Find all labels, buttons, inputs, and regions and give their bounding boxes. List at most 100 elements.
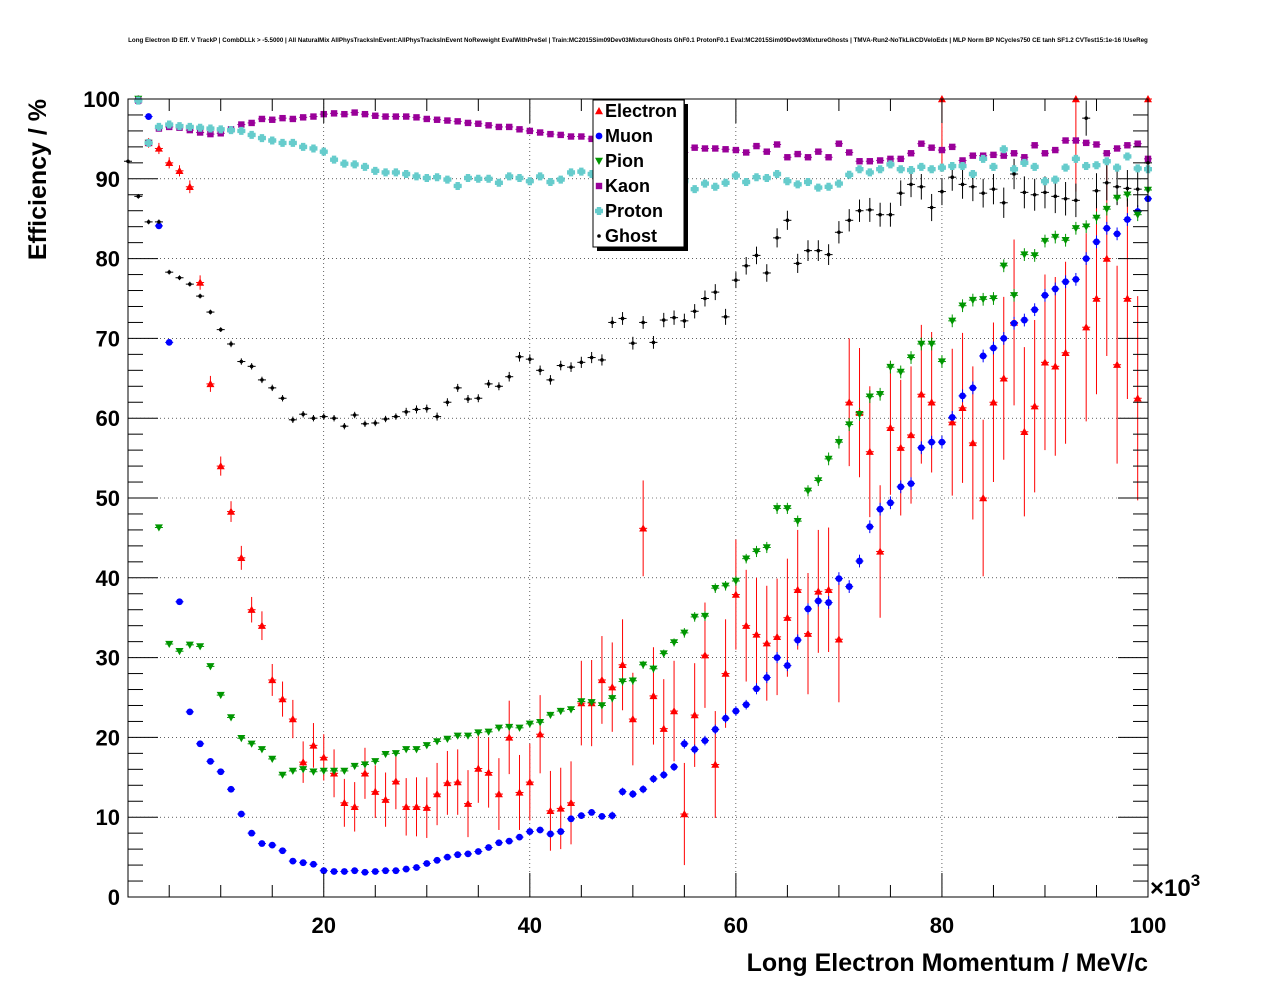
kaon-point bbox=[753, 142, 760, 150]
pion-point bbox=[937, 358, 946, 366]
ghost-point bbox=[1012, 172, 1016, 176]
kaon-point bbox=[794, 150, 801, 158]
muon-point bbox=[320, 867, 328, 875]
ghost-point bbox=[208, 310, 213, 314]
muon-point bbox=[165, 338, 173, 346]
x-tick-label: 80 bbox=[930, 913, 954, 938]
muon-point bbox=[928, 438, 936, 446]
ghost-point bbox=[1053, 194, 1058, 199]
electron-point bbox=[845, 398, 854, 406]
kaon-point bbox=[196, 129, 204, 136]
electron-point bbox=[834, 635, 843, 643]
kaon-point bbox=[289, 115, 297, 123]
pion-point bbox=[422, 742, 431, 750]
muon-point bbox=[753, 685, 760, 693]
pion-point bbox=[268, 755, 277, 763]
pion-point bbox=[247, 740, 256, 748]
electron-point bbox=[381, 795, 390, 803]
ghost-point bbox=[404, 410, 408, 414]
electron-point bbox=[402, 802, 411, 811]
muon-point bbox=[433, 856, 441, 864]
pion-point bbox=[917, 340, 926, 348]
proton-point bbox=[381, 168, 390, 177]
muon-point bbox=[588, 809, 596, 816]
legend-box bbox=[592, 99, 685, 248]
pion-point bbox=[402, 746, 411, 754]
muon-point bbox=[547, 830, 554, 838]
proton-point bbox=[185, 122, 194, 131]
kaon-point bbox=[701, 145, 709, 152]
electron-point bbox=[371, 787, 380, 795]
pion-point bbox=[464, 732, 472, 740]
kaon-point bbox=[485, 122, 492, 129]
muon-point bbox=[289, 857, 297, 865]
pion-point bbox=[670, 639, 679, 647]
proton-point bbox=[1010, 165, 1019, 174]
electron-point bbox=[546, 806, 555, 815]
pion-point bbox=[206, 663, 215, 671]
kaon-point bbox=[876, 157, 884, 164]
electron-point bbox=[721, 669, 730, 677]
proton-point bbox=[793, 180, 802, 189]
electron-point bbox=[814, 587, 823, 595]
electron-point bbox=[742, 621, 751, 629]
electron-point bbox=[247, 605, 256, 613]
proton-point bbox=[567, 168, 576, 177]
electron-point bbox=[907, 430, 916, 439]
proton-point bbox=[927, 165, 936, 174]
muon-point bbox=[660, 771, 668, 779]
proton-point bbox=[227, 126, 236, 135]
electron-point bbox=[752, 630, 761, 638]
ghost-point bbox=[795, 261, 800, 266]
ghost-point bbox=[435, 414, 439, 419]
proton-point bbox=[773, 170, 782, 179]
muon-point bbox=[1051, 285, 1059, 293]
proton-point bbox=[979, 154, 988, 163]
muon-point bbox=[1010, 319, 1018, 327]
ghost-point bbox=[713, 290, 718, 294]
electron-point bbox=[391, 777, 400, 785]
pion-point bbox=[196, 643, 205, 651]
muon-point bbox=[361, 868, 369, 876]
electron-point bbox=[968, 438, 977, 447]
proton-point bbox=[206, 124, 215, 133]
pion-point bbox=[1061, 237, 1070, 245]
proton-point bbox=[453, 181, 462, 190]
ghost-point bbox=[167, 270, 172, 274]
kaon-point bbox=[279, 114, 286, 122]
pion-point bbox=[968, 296, 977, 305]
kaon-point bbox=[1041, 150, 1049, 157]
ghost-point bbox=[218, 327, 223, 332]
ghost-point bbox=[641, 320, 645, 325]
ghost-point bbox=[692, 309, 697, 314]
pion-point bbox=[628, 677, 637, 685]
kaon-point bbox=[433, 116, 441, 123]
pion-point bbox=[443, 735, 452, 743]
proton-point bbox=[1092, 161, 1101, 170]
electron-point bbox=[474, 764, 483, 772]
kaon-point bbox=[330, 110, 338, 117]
electron-point bbox=[154, 144, 163, 152]
electron-point bbox=[762, 639, 771, 647]
y-axis-label: Efficiency / % bbox=[24, 99, 52, 260]
ghost-point bbox=[816, 248, 821, 253]
kaon-point bbox=[372, 112, 379, 119]
electron-point bbox=[690, 711, 699, 719]
y-tick-label: 30 bbox=[96, 646, 120, 671]
kaon-point bbox=[866, 158, 874, 165]
ghost-point bbox=[775, 236, 779, 240]
pion-point bbox=[752, 548, 761, 556]
proton-point bbox=[752, 173, 761, 182]
proton-point bbox=[958, 162, 967, 171]
muon-point bbox=[536, 826, 544, 834]
ghost-point bbox=[291, 417, 295, 422]
electron-point bbox=[525, 778, 534, 786]
pion-point bbox=[865, 393, 874, 401]
proton-point bbox=[742, 177, 751, 186]
legend-muon-label: Muon bbox=[605, 126, 653, 146]
electron-point bbox=[979, 494, 988, 502]
muon-point bbox=[505, 837, 513, 845]
muon-point bbox=[650, 775, 657, 783]
electron-point bbox=[206, 379, 215, 388]
kaon-point bbox=[269, 116, 276, 123]
